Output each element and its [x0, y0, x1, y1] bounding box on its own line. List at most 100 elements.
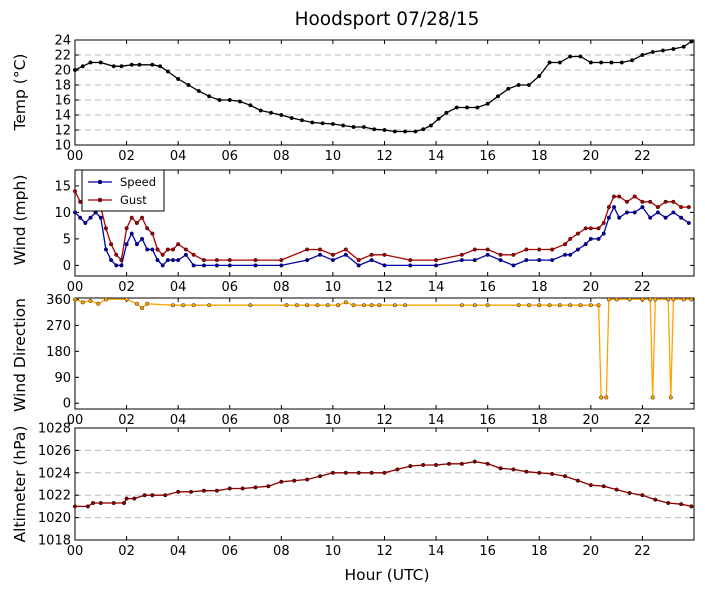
data-point [240, 486, 245, 491]
x-tick-label: 06 [221, 280, 238, 295]
data-point [537, 73, 542, 78]
data-point [578, 54, 583, 59]
data-point [575, 247, 580, 252]
y-tick-label: 0 [63, 397, 71, 412]
data-point [109, 242, 114, 247]
data-point [343, 247, 348, 252]
data-point [150, 247, 155, 252]
data-point [568, 252, 573, 257]
data-point [176, 258, 181, 263]
data-point [351, 303, 356, 308]
data-point [619, 60, 624, 65]
data-point [511, 467, 516, 472]
data-point [279, 263, 284, 268]
data-point [132, 496, 137, 501]
data-point [413, 129, 418, 134]
data-point [134, 220, 139, 225]
data-point [630, 58, 635, 63]
data-point [80, 300, 85, 305]
data-point [299, 118, 304, 123]
legend-marker [97, 179, 103, 185]
data-point [498, 252, 503, 257]
data-point [627, 490, 632, 495]
x-tick-label: 00 [67, 149, 84, 164]
data-point [382, 252, 387, 257]
x-tick-label: 16 [479, 413, 496, 428]
data-point [485, 461, 490, 466]
data-point [171, 247, 176, 252]
data-point [201, 263, 206, 268]
data-point [640, 297, 645, 302]
data-point [485, 252, 490, 257]
data-point [547, 303, 552, 308]
data-point [78, 215, 83, 220]
data-point [516, 303, 521, 308]
data-point [640, 205, 645, 210]
x-tick-label: 10 [325, 280, 342, 295]
data-point [183, 252, 188, 257]
x-tick-label: 20 [583, 544, 600, 559]
x-tick-label: 16 [479, 280, 496, 295]
data-point [511, 263, 516, 268]
data-point [137, 62, 142, 67]
data-point [568, 303, 573, 308]
data-point [596, 303, 601, 308]
data-point [165, 258, 170, 263]
data-point [609, 60, 614, 65]
legend-label: Speed [120, 175, 156, 189]
data-point [129, 215, 134, 220]
data-point [434, 258, 439, 263]
data-point [266, 484, 271, 489]
data-point [155, 247, 160, 252]
data-point [163, 493, 168, 498]
y-tick-label: 180 [46, 345, 71, 360]
data-point [408, 263, 413, 268]
data-point [689, 39, 694, 44]
x-tick-label: 10 [325, 413, 342, 428]
data-point [196, 88, 201, 93]
data-point [596, 226, 601, 231]
data-point [550, 471, 555, 476]
data-point [599, 395, 604, 400]
data-point [343, 470, 348, 475]
data-point [601, 231, 606, 236]
data-point [72, 297, 77, 302]
x-tick-label: 18 [531, 280, 548, 295]
data-point [176, 242, 181, 247]
data-point [614, 297, 619, 302]
data-point [279, 479, 284, 484]
data-point [578, 303, 583, 308]
x-tick-label: 00 [67, 544, 84, 559]
x-tick-label: 10 [325, 544, 342, 559]
legend-marker [97, 197, 103, 203]
data-point [191, 303, 196, 308]
data-point [248, 303, 253, 308]
data-point [330, 258, 335, 263]
data-point [550, 247, 555, 252]
y-tick-label: 270 [46, 319, 71, 334]
y-tick-label: 1028 [38, 422, 71, 437]
data-point [524, 258, 529, 263]
data-point [403, 129, 408, 134]
data-point [145, 247, 150, 252]
data-point [114, 252, 119, 257]
y-tick-label: 360 [46, 293, 71, 308]
data-point [310, 120, 315, 125]
data-point [158, 64, 163, 69]
x-tick-label: 04 [170, 413, 187, 428]
data-point [606, 297, 611, 302]
data-point [269, 110, 274, 115]
data-point [253, 258, 258, 263]
data-point [124, 496, 129, 501]
data-point [495, 94, 500, 99]
y-tick-label: 18 [54, 79, 71, 94]
data-point [663, 199, 668, 204]
data-point [485, 247, 490, 252]
data-point [315, 303, 320, 308]
data-point [356, 263, 361, 268]
data-point [369, 470, 374, 475]
data-point [472, 303, 477, 308]
data-point [356, 470, 361, 475]
data-point [679, 502, 684, 507]
